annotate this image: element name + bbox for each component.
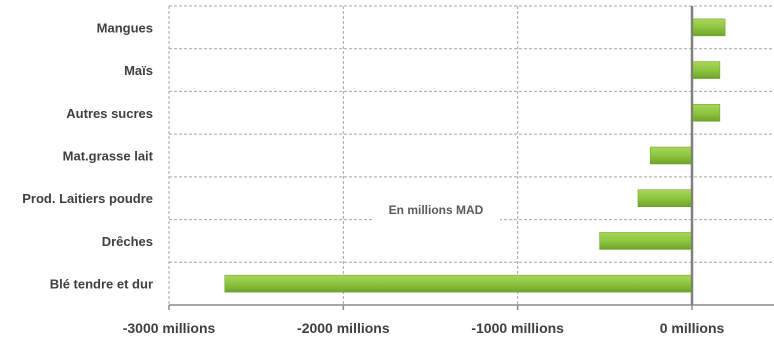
x-tick-label: -1000 millions (471, 320, 564, 336)
bar (649, 146, 692, 165)
category-label: Drêches (102, 234, 153, 249)
bar (692, 61, 721, 79)
bars (224, 18, 726, 293)
category-label: Mat.grasse lait (63, 149, 154, 164)
category-label: Mangues (97, 20, 153, 35)
bar (599, 232, 692, 250)
category-label: Maïs (124, 63, 153, 78)
bar (692, 18, 726, 37)
category-labels: Mangues Maïs Autres sucres Mat.grasse lait P… (22, 20, 153, 291)
bar (637, 189, 692, 207)
x-tick-label: -2000 millions (297, 320, 390, 336)
category-label: Prod. Laitiers poudre (22, 191, 153, 206)
bar (692, 104, 721, 122)
x-tick-label: -3000 millions (123, 320, 216, 336)
bar (224, 274, 692, 293)
gridlines (168, 5, 774, 310)
annotation-box (372, 197, 500, 221)
annotation-group: En millions MAD (372, 197, 500, 221)
x-tick-label: 0 millions (660, 320, 725, 336)
annotation-label: En millions MAD (389, 203, 484, 217)
category-label: Blé tendre et dur (50, 277, 153, 292)
category-label: Autres sucres (66, 106, 153, 121)
x-tick-labels: -3000 millions -2000 millions -1000 millio… (123, 320, 725, 336)
